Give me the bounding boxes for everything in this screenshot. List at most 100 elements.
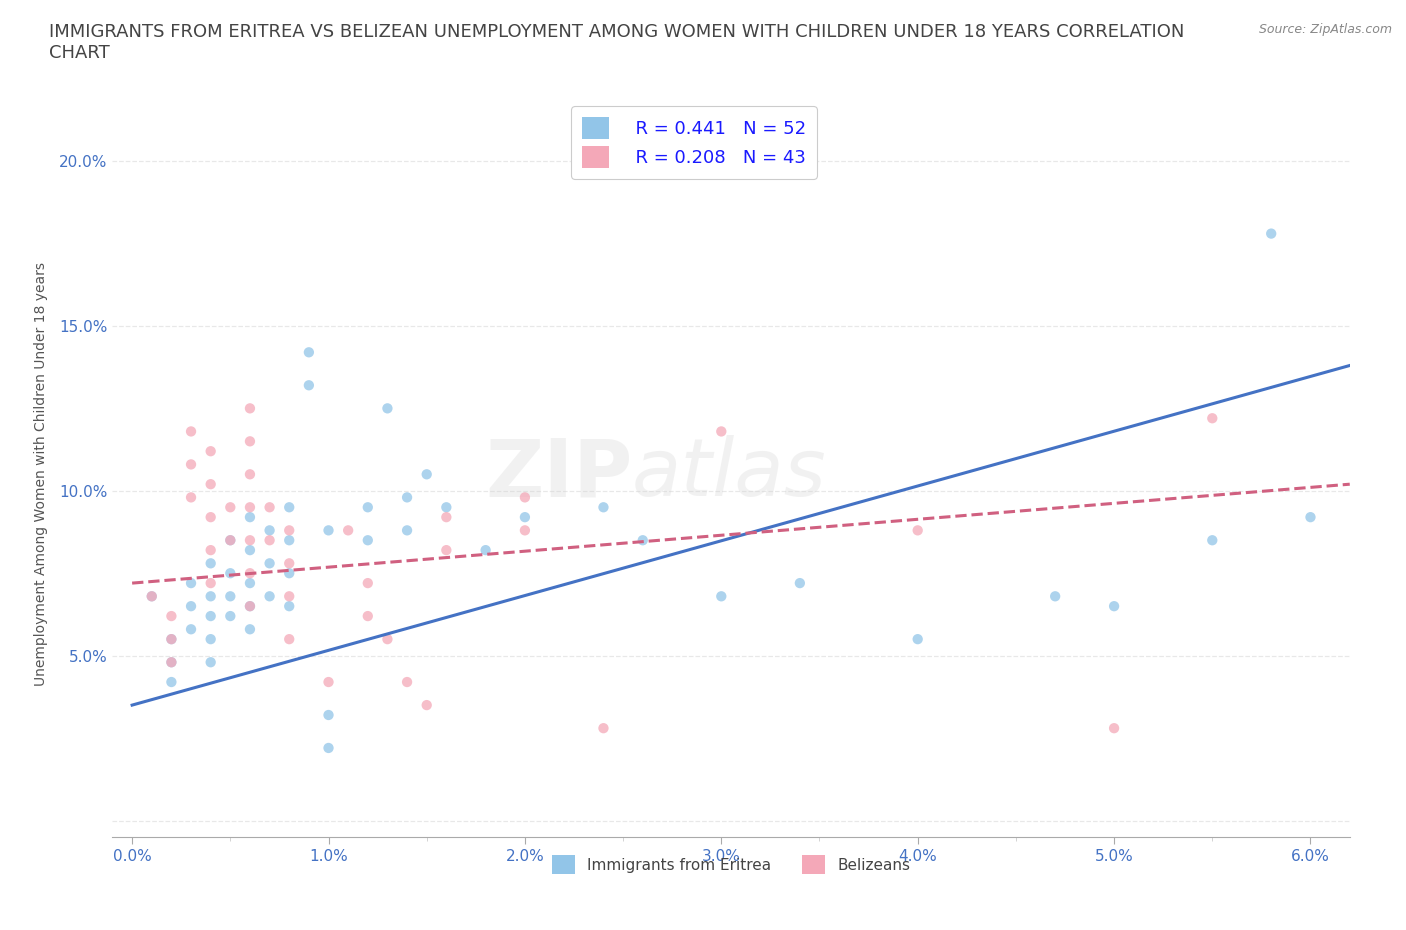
- Point: [239, 543, 262, 558]
- Point: [239, 533, 262, 548]
- Point: [141, 589, 163, 604]
- Point: [357, 499, 380, 514]
- Legend: Immigrants from Eritrea, Belizeans: Immigrants from Eritrea, Belizeans: [546, 849, 917, 880]
- Point: [200, 608, 222, 623]
- Point: [278, 599, 301, 614]
- Point: [415, 698, 437, 712]
- Point: [1201, 411, 1223, 426]
- Point: [200, 477, 222, 492]
- Point: [180, 576, 202, 591]
- Point: [239, 565, 262, 580]
- Point: [200, 589, 222, 604]
- Point: [907, 523, 929, 538]
- Text: IMMIGRANTS FROM ERITREA VS BELIZEAN UNEMPLOYMENT AMONG WOMEN WITH CHILDREN UNDER: IMMIGRANTS FROM ERITREA VS BELIZEAN UNEM…: [49, 23, 1185, 41]
- Point: [259, 589, 281, 604]
- Point: [239, 499, 262, 514]
- Point: [513, 510, 536, 525]
- Point: [219, 499, 242, 514]
- Point: [789, 576, 811, 591]
- Point: [396, 674, 419, 689]
- Point: [160, 655, 183, 670]
- Point: [1102, 721, 1125, 736]
- Point: [298, 345, 321, 360]
- Point: [318, 674, 340, 689]
- Point: [710, 589, 733, 604]
- Point: [337, 523, 360, 538]
- Point: [298, 378, 321, 392]
- Point: [1102, 599, 1125, 614]
- Point: [592, 721, 614, 736]
- Point: [180, 424, 202, 439]
- Point: [278, 556, 301, 571]
- Point: [239, 510, 262, 525]
- Point: [377, 631, 399, 646]
- Point: [278, 533, 301, 548]
- Point: [259, 499, 281, 514]
- Point: [200, 510, 222, 525]
- Point: [239, 599, 262, 614]
- Point: [259, 533, 281, 548]
- Point: [278, 589, 301, 604]
- Point: [278, 631, 301, 646]
- Point: [396, 490, 419, 505]
- Point: [239, 599, 262, 614]
- Point: [278, 565, 301, 580]
- Point: [907, 631, 929, 646]
- Point: [239, 467, 262, 482]
- Point: [357, 608, 380, 623]
- Point: [200, 444, 222, 458]
- Point: [377, 401, 399, 416]
- Point: [219, 565, 242, 580]
- Point: [141, 589, 163, 604]
- Point: [415, 467, 437, 482]
- Point: [434, 499, 457, 514]
- Point: [200, 631, 222, 646]
- Point: [239, 401, 262, 416]
- Point: [318, 523, 340, 538]
- Text: Source: ZipAtlas.com: Source: ZipAtlas.com: [1258, 23, 1392, 36]
- Point: [513, 490, 536, 505]
- Point: [200, 576, 222, 591]
- Point: [278, 499, 301, 514]
- Point: [710, 424, 733, 439]
- Point: [434, 510, 457, 525]
- Point: [259, 523, 281, 538]
- Point: [259, 556, 281, 571]
- Point: [180, 622, 202, 637]
- Point: [200, 543, 222, 558]
- Point: [180, 457, 202, 472]
- Text: ZIP: ZIP: [485, 435, 633, 513]
- Point: [160, 631, 183, 646]
- Point: [160, 608, 183, 623]
- Point: [474, 543, 496, 558]
- Y-axis label: Unemployment Among Women with Children Under 18 years: Unemployment Among Women with Children U…: [34, 262, 48, 686]
- Point: [1043, 589, 1066, 604]
- Point: [318, 708, 340, 723]
- Point: [1201, 533, 1223, 548]
- Point: [631, 533, 654, 548]
- Point: [1299, 510, 1322, 525]
- Point: [180, 490, 202, 505]
- Point: [180, 599, 202, 614]
- Point: [278, 523, 301, 538]
- Point: [239, 434, 262, 449]
- Text: atlas: atlas: [633, 435, 827, 513]
- Point: [357, 576, 380, 591]
- Point: [160, 674, 183, 689]
- Point: [200, 655, 222, 670]
- Point: [200, 556, 222, 571]
- Point: [1260, 226, 1282, 241]
- Text: CHART: CHART: [49, 44, 110, 61]
- Point: [219, 533, 242, 548]
- Point: [239, 576, 262, 591]
- Point: [160, 631, 183, 646]
- Point: [318, 740, 340, 755]
- Point: [219, 608, 242, 623]
- Point: [219, 533, 242, 548]
- Point: [434, 543, 457, 558]
- Point: [160, 655, 183, 670]
- Point: [239, 622, 262, 637]
- Point: [513, 523, 536, 538]
- Point: [357, 533, 380, 548]
- Point: [219, 589, 242, 604]
